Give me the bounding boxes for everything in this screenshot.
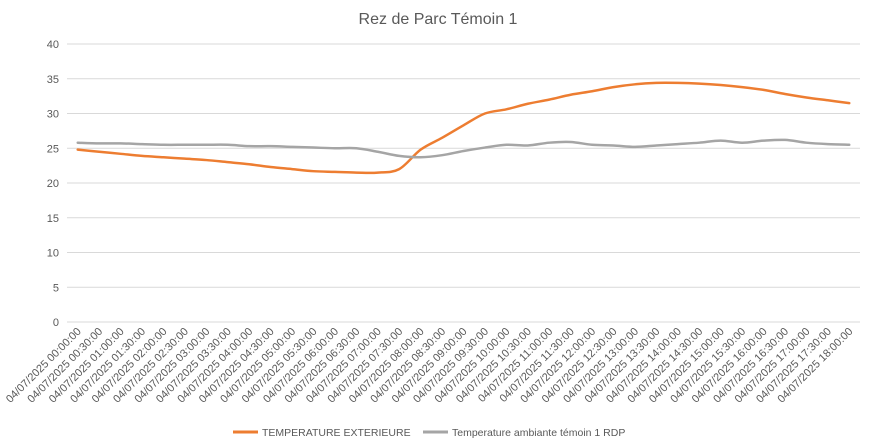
y-tick-label: 30	[47, 109, 59, 121]
y-tick-label: 35	[47, 74, 59, 86]
y-tick-label: 15	[47, 213, 59, 225]
y-tick-label: 10	[47, 248, 59, 260]
legend: TEMPERATURE EXTERIEURE Temperature ambian…	[233, 427, 625, 439]
chart-title: Rez de Parc Témoin 1	[359, 11, 518, 28]
series-lines	[76, 81, 851, 175]
y-tick-label: 40	[47, 39, 59, 51]
series-line-0	[76, 81, 851, 175]
legend-label-1: Temperature ambiante témoin 1 RDP	[452, 427, 625, 439]
y-tick-label: 0	[53, 317, 59, 329]
y-axis-ticks: 0 5 10 15 20 25 30 35 40	[47, 39, 59, 329]
y-tick-label: 20	[47, 178, 59, 190]
series-line-1	[76, 138, 851, 159]
legend-label-0: TEMPERATURE EXTERIEURE	[262, 427, 411, 439]
gridlines	[67, 43, 860, 323]
y-tick-label: 5	[53, 282, 59, 294]
y-tick-label: 25	[47, 143, 59, 155]
